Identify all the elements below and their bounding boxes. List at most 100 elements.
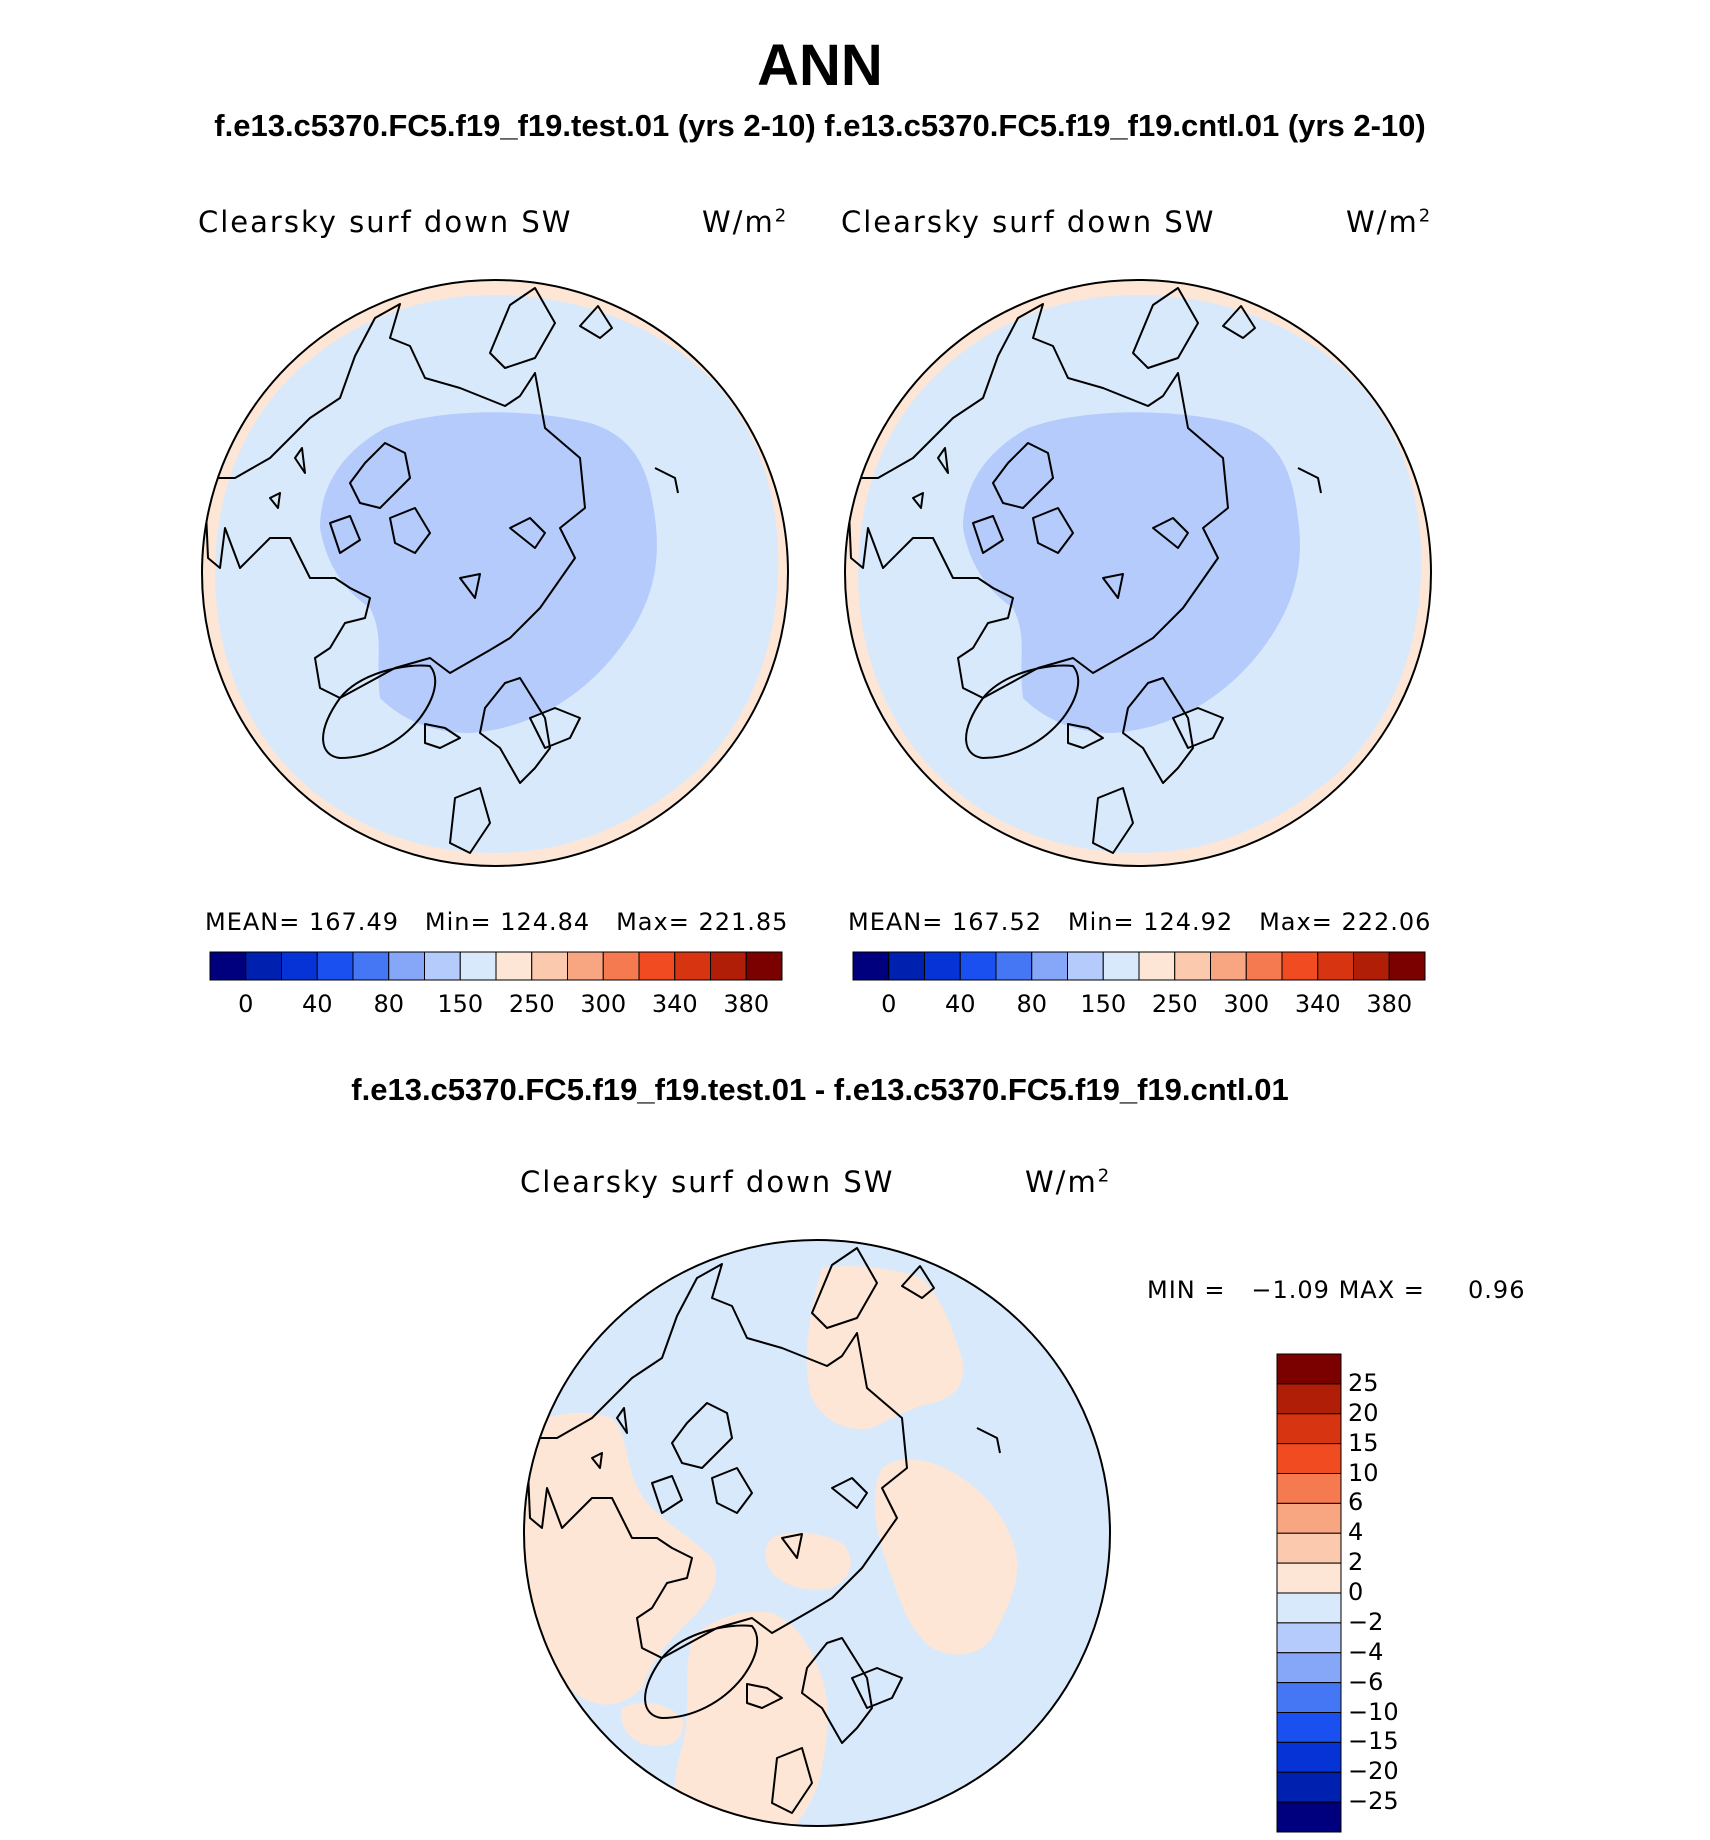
panel1-colorbar-swatch (602, 951, 640, 981)
diff-colorbar-tick-label: 6 (1348, 1488, 1364, 1517)
diff-colorbar-swatch (1276, 1682, 1342, 1714)
panel1-colorbar-tick-label: 380 (723, 990, 770, 1018)
panel1-variable-label: Clearsky surf down SW (198, 205, 573, 239)
panel2-colorbar-swatch (1138, 951, 1176, 981)
panel2-colorbar-swatch (1067, 951, 1104, 981)
panel1-colorbar-swatch (316, 951, 354, 981)
panel1-colorbar-swatch (638, 951, 676, 981)
difference-title: f.e13.c5370.FC5.f19_f19.test.01 - f.e13.… (351, 1072, 1289, 1107)
comparison-title: f.e13.c5370.FC5.f19_f19.test.01 (yrs 2-1… (214, 108, 1426, 143)
panel2-colorbar-swatch (1245, 951, 1283, 981)
diff-positive-pacific (806, 1266, 963, 1429)
panel2-colorbar-tick-label: 0 (881, 990, 897, 1018)
panel2-polar-map (844, 279, 1432, 867)
diff-colorbar-swatch (1276, 1712, 1342, 1743)
panel1-colorbar-tick-label: 150 (437, 990, 484, 1018)
panel1-colorbar-swatch (745, 951, 783, 981)
diff-colorbar-tick-label: −10 (1348, 1697, 1399, 1726)
panel2-colorbar-tick-label: 40 (944, 990, 976, 1018)
panel1-colorbar-swatch (567, 951, 604, 981)
panel2-colorbar-swatch (1281, 951, 1319, 981)
diff-colorbar-swatch (1276, 1801, 1342, 1833)
panel1-colorbar-swatch (495, 951, 533, 981)
diff-variable-label: Clearsky surf down SW (520, 1165, 895, 1199)
panel2-colorbar-tick-label: 80 (1016, 990, 1048, 1018)
panel1-colorbar-ticks: 0 40 80 150 250 300 340 380 (210, 990, 782, 1020)
map-boundary (201, 279, 789, 867)
panel1-colorbar-tick-label: 340 (651, 990, 698, 1018)
diff-colorbar-swatch (1276, 1622, 1342, 1654)
panel1-colorbar-tick-label: 40 (301, 990, 333, 1018)
panel2-units-label: W/m2 (1346, 205, 1433, 239)
panel1-colorbar-swatch (281, 951, 318, 981)
panel1-polar-map (201, 279, 789, 867)
diff-colorbar-tick-label: −2 (1348, 1607, 1384, 1636)
panel2-colorbar-swatch (1210, 951, 1247, 981)
diff-colorbar-swatch (1276, 1353, 1342, 1385)
panel2-colorbar-swatch (959, 951, 997, 981)
diff-positive-east (874, 1459, 1018, 1655)
panel2-colorbar-tick-label: 300 (1223, 990, 1270, 1018)
diff-polar-map (523, 1239, 1111, 1827)
panel2-variable-label: Clearsky surf down SW (841, 205, 1216, 239)
panel2-colorbar-tick-label: 380 (1366, 990, 1413, 1018)
diff-colorbar-tick-label: 20 (1348, 1398, 1379, 1427)
diff-colorbar-swatch (1276, 1652, 1342, 1684)
diff-colorbar-tick-label: −20 (1348, 1757, 1399, 1786)
panel2-stats: MEAN= 167.52 Min= 124.92 Max= 222.06 (848, 908, 1432, 936)
map-core-region (320, 412, 657, 733)
coastlines (847, 287, 1322, 854)
map-core-region (963, 412, 1300, 733)
diff-colorbar-swatch (1276, 1502, 1342, 1534)
panel1-colorbar-swatch (710, 951, 747, 981)
panel1-colorbar-swatch (388, 951, 425, 981)
panel2-colorbar (852, 951, 1426, 981)
panel2-colorbar-swatch (1102, 951, 1140, 981)
diff-colorbar-ticks: 25 20 15 10 6 4 2 0 −2 −4 −6 −10 −15 −20 −25 (1348, 1353, 1438, 1833)
panel2-colorbar-ticks: 0 40 80 150 250 300 340 380 (853, 990, 1425, 1020)
diff-positive-arctic (765, 1532, 851, 1590)
diff-colorbar-tick-label: −25 (1348, 1787, 1399, 1816)
panel1-colorbar-tick-label: 300 (580, 990, 627, 1018)
diff-colorbar-tick-label: 0 (1348, 1578, 1364, 1606)
panel1-colorbar-swatch (424, 951, 461, 981)
diff-colorbar-tick-label: −6 (1348, 1667, 1384, 1696)
panel2-colorbar-swatch (995, 951, 1033, 981)
season-title: ANN (757, 33, 883, 98)
coastlines (204, 287, 679, 854)
diff-colorbar (1276, 1353, 1342, 1833)
diff-colorbar-swatch (1276, 1383, 1342, 1415)
panel2-colorbar-swatch (924, 951, 961, 981)
diff-colorbar-tick-label: −15 (1348, 1727, 1399, 1756)
panel2-colorbar-tick-label: 250 (1151, 990, 1198, 1018)
diff-min-max: MIN = −1.09 MAX = 0.96 (1147, 1276, 1526, 1304)
panel1-colorbar-swatch (674, 951, 711, 981)
diff-colorbar-swatch (1276, 1741, 1342, 1773)
map-boundary (844, 279, 1432, 867)
panel2-colorbar-swatch (852, 951, 890, 981)
diff-colorbar-swatch (1276, 1592, 1342, 1624)
panel1-colorbar-tick-label: 0 (238, 990, 254, 1018)
diff-colorbar-tick-label: 10 (1348, 1458, 1379, 1487)
diff-colorbar-swatch (1276, 1413, 1342, 1445)
diff-colorbar-swatch (1276, 1473, 1342, 1504)
diff-colorbar-swatch (1276, 1771, 1342, 1803)
panel1-colorbar-swatch (531, 951, 568, 981)
panel2-colorbar-swatch (888, 951, 925, 981)
diff-colorbar-swatch (1276, 1562, 1342, 1594)
panel2-colorbar-swatch (1031, 951, 1068, 981)
panel1-stats: MEAN= 167.49 Min= 124.84 Max= 221.85 (205, 908, 789, 936)
diff-colorbar-tick-label: 4 (1348, 1518, 1364, 1547)
panel1-colorbar-tick-label: 80 (373, 990, 405, 1018)
panel2-colorbar-swatch (1174, 951, 1211, 981)
panel1-colorbar-swatch (245, 951, 282, 981)
panel1-units-label: W/m2 (702, 205, 789, 239)
diff-colorbar-swatch (1276, 1532, 1342, 1564)
diff-colorbar-tick-label: 2 (1348, 1548, 1364, 1577)
diff-colorbar-swatch (1276, 1443, 1342, 1475)
diff-positive-north-atlantic (621, 1702, 683, 1747)
panel1-colorbar-swatch (209, 951, 247, 981)
panel2-colorbar-swatch (1317, 951, 1354, 981)
diff-units-label: W/m2 (1025, 1165, 1112, 1199)
panel1-colorbar-tick-label: 250 (508, 990, 555, 1018)
